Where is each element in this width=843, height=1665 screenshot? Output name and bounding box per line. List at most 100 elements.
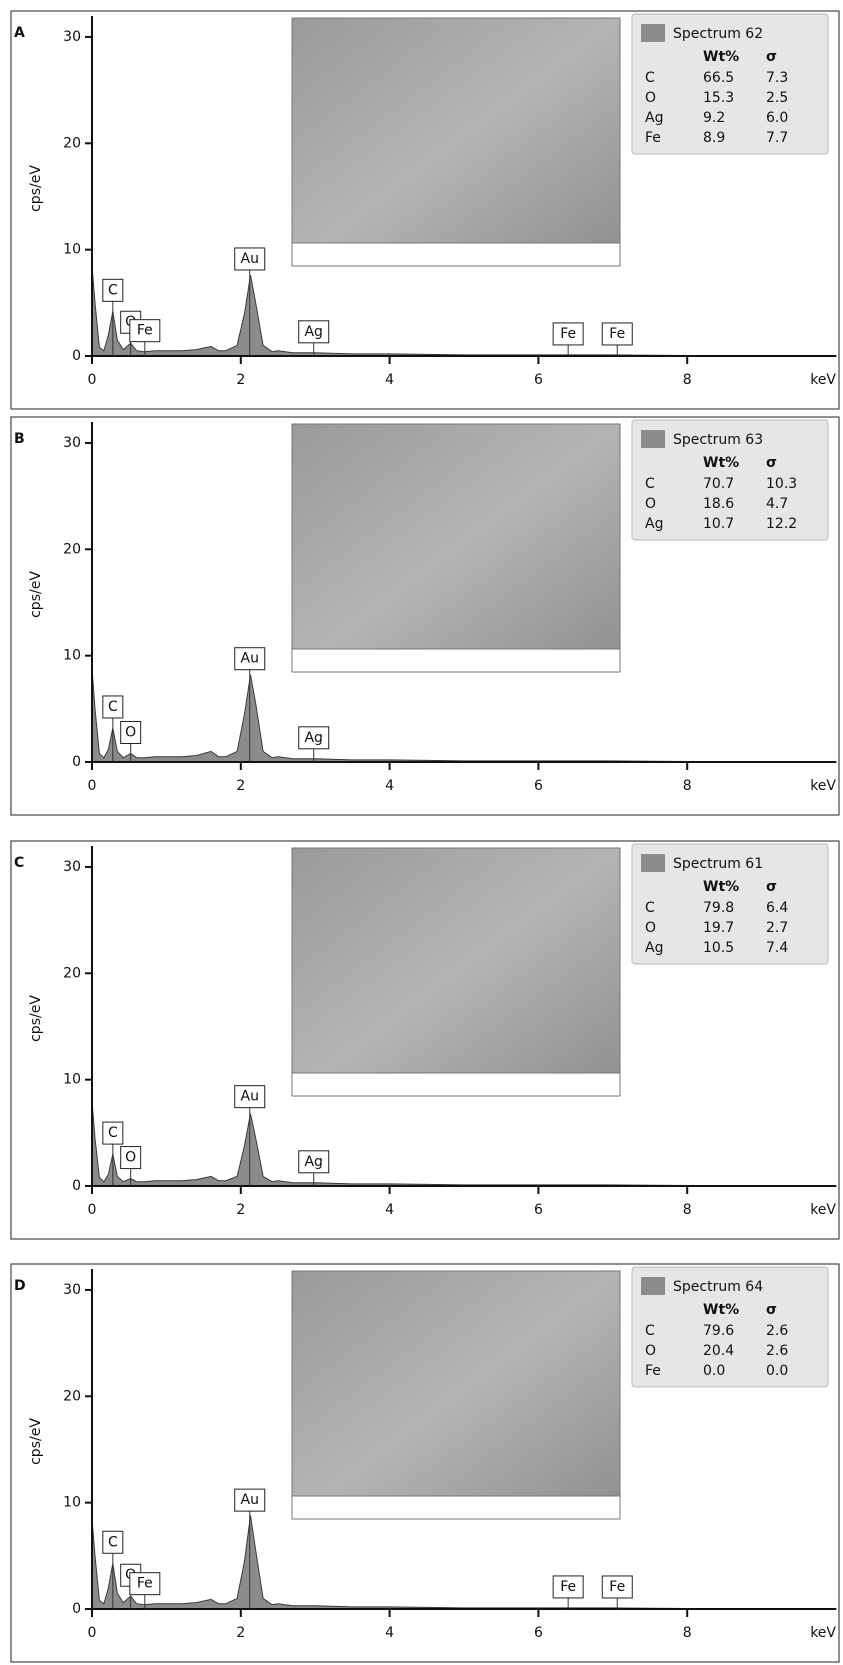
y-axis-label: cps/eV [28,571,44,618]
x-tick-label: 2 [236,372,245,388]
spectrum-area [91,668,837,763]
table-cell: 79.8 [703,900,734,916]
peak-label-box [234,247,266,271]
table-cell: Ag [645,940,663,956]
y-axis-label: cps/eV [28,995,44,1042]
peak-label: Fe [609,326,625,342]
x-tick-label: 0 [88,778,97,794]
peak-label: Fe [137,323,153,339]
table-cell: 8.9 [703,130,725,146]
table-cell: O [645,90,656,106]
sem-image [291,1270,621,1520]
y-tick-label: 0 [72,348,81,364]
composition-table: Spectrum 61 Wt% σ C 79.8 6.4 O 19.7 2.7 Ag 10.5 7.4 [631,843,829,965]
legend-swatch [641,854,665,872]
legend-text: Spectrum 63 [673,432,763,448]
sem-image [291,17,621,267]
peak-label: Fe [137,1576,153,1592]
table-cell: C [645,476,655,492]
x-tick-label: 8 [683,778,692,794]
peak-label: Ag [304,730,322,746]
table-cell: 19.7 [703,920,734,936]
peak-label: C [108,1534,118,1550]
table-cell: Ag [645,110,663,126]
table-cell: 7.3 [766,70,788,86]
sem-footer [291,1072,621,1097]
x-tick-label: 0 [88,1202,97,1218]
table-header: σ [766,1302,777,1318]
peak-label: Au [241,1089,259,1105]
panel-frame [10,10,840,410]
legend-text: Spectrum 64 [673,1279,763,1295]
x-tick-label: 8 [683,1625,692,1641]
table-cell: O [645,920,656,936]
y-tick-label: 20 [63,1388,81,1404]
peak-label-box [234,1488,266,1512]
y-tick-label: 0 [72,754,81,770]
x-axis-label: keV [810,372,836,388]
table-cell: O [645,496,656,512]
table-cell: 10.5 [703,940,734,956]
table-cell: Fe [645,1363,661,1379]
peak-label-box [234,647,266,671]
table-cell: 9.2 [703,110,725,126]
table-cell: 12.2 [766,516,797,532]
spectrum-area [91,1515,837,1610]
peak-label-box [552,322,584,346]
table-header: σ [766,49,777,65]
x-tick-label: 2 [236,778,245,794]
peak-label: Au [241,651,259,667]
table-cell: O [645,1343,656,1359]
x-tick-label: 8 [683,372,692,388]
composition-table: Spectrum 63 Wt% σ C 70.7 10.3 O 18.6 4.7 Ag 10.7 12… [631,419,829,541]
peak-label-box [298,320,330,344]
legend-swatch [641,430,665,448]
peak-label-box [298,1150,330,1174]
y-axis-label: cps/eV [28,1418,44,1465]
peak-label-box [102,1121,124,1145]
peak-label: Au [241,1492,259,1508]
y-tick-label: 30 [63,1282,81,1298]
x-tick-label: 6 [534,1202,543,1218]
x-tick-label: 6 [534,778,543,794]
sem-image [291,423,621,673]
table-cell: 2.6 [766,1323,788,1339]
table-cell: 7.4 [766,940,788,956]
table-cell: 66.5 [703,70,734,86]
table-cell: 79.6 [703,1323,734,1339]
table-cell: 6.4 [766,900,788,916]
peak-label-box [601,1575,633,1599]
table-header: Wt% [703,49,739,65]
peak-label: C [108,1125,118,1141]
y-tick-label: 20 [63,135,81,151]
table-cell: C [645,70,655,86]
peak-label: Fe [609,1579,625,1595]
table-box [631,1266,829,1388]
table-cell: 10.3 [766,476,797,492]
peak-label: C [108,699,118,715]
x-tick-label: 2 [236,1202,245,1218]
composition-table: Spectrum 62 Wt% σ C 66.5 7.3 O 15.3 2.5 Ag 9.2 6.0 F… [631,13,829,155]
legend-swatch [641,24,665,42]
table-cell: 2.5 [766,90,788,106]
x-axis-label: keV [810,1202,836,1218]
y-axis-label: cps/eV [28,165,44,212]
x-tick-label: 2 [236,1625,245,1641]
y-tick-label: 10 [63,1495,81,1511]
legend-text: Spectrum 62 [673,26,763,42]
table-cell: 2.7 [766,920,788,936]
sem-footer [291,242,621,267]
peak-label: Ag [304,1154,322,1170]
table-cell: 2.6 [766,1343,788,1359]
x-tick-label: 4 [385,778,394,794]
table-cell: 6.0 [766,110,788,126]
spectrum-area [91,265,837,357]
sem-image [291,847,621,1097]
y-tick-label: 20 [63,965,81,981]
x-tick-label: 0 [88,372,97,388]
legend-swatch [641,1277,665,1295]
x-tick-label: 0 [88,1625,97,1641]
table-cell: 70.7 [703,476,734,492]
composition-table: Spectrum 64 Wt% σ C 79.6 2.6 O 20.4 2.6 Fe 0.0 0.0 [631,1266,829,1388]
